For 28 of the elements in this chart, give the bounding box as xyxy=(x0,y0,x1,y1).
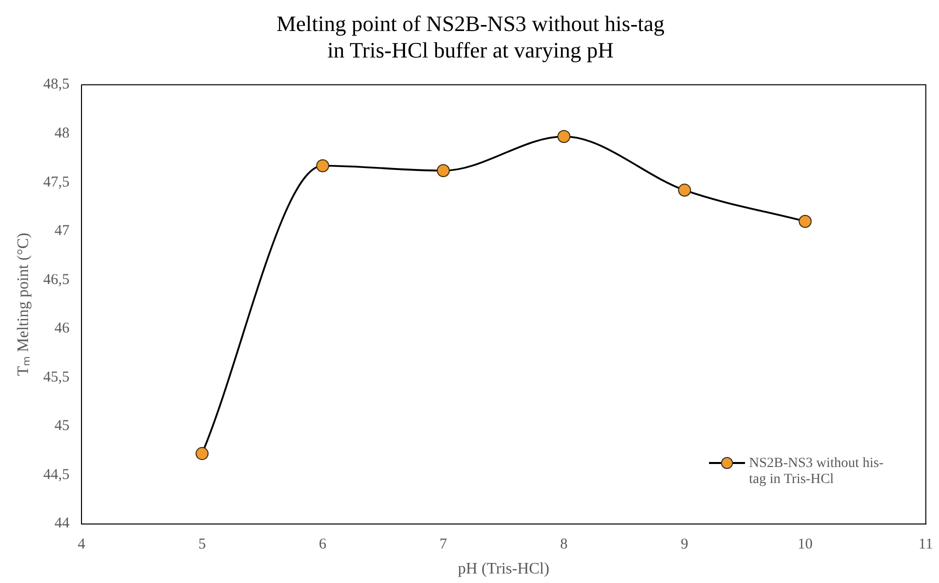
y-axis-title: Tₘ Melting point (°C) xyxy=(14,232,32,376)
point xyxy=(557,130,570,144)
x-axis-title: pH (Tris-HCl) xyxy=(458,560,550,578)
x-tick-label: 4 xyxy=(78,536,86,553)
point xyxy=(798,214,812,228)
point xyxy=(196,447,209,460)
y-tick-label: 48,5 xyxy=(43,76,70,93)
x-tick-label: 10 xyxy=(798,536,813,553)
y-tick-label: 47,5 xyxy=(43,174,70,190)
y-tick-label: 44 xyxy=(54,516,70,532)
legend-label: NS2B-NS3 without his-tag in Tris-HCl xyxy=(749,456,885,488)
y-tick-label: 45 xyxy=(54,418,70,434)
x-tick-label: 8 xyxy=(560,536,568,553)
x-tick-label: 9 xyxy=(680,536,688,553)
y-tick-label: 47 xyxy=(54,223,70,240)
point xyxy=(436,164,450,178)
y-tick-label: 45,5 xyxy=(43,369,70,386)
x-tick-label: 6 xyxy=(318,536,327,553)
y-tick-label: 48 xyxy=(54,126,70,142)
y-tick-label: 46,5 xyxy=(43,272,70,288)
x-tick-label: 5 xyxy=(198,536,206,553)
x-tick-label: 7 xyxy=(440,536,448,553)
chart-title: Melting point of NS2B-NS3 without his-tag in Tris-HCl buffer at varying pH xyxy=(276,10,665,62)
y-tick-label: 44,5 xyxy=(43,466,70,483)
point xyxy=(316,159,330,172)
x-tick-label: 11 xyxy=(918,536,934,553)
point xyxy=(678,184,692,197)
y-tick-label: 46 xyxy=(54,320,70,337)
